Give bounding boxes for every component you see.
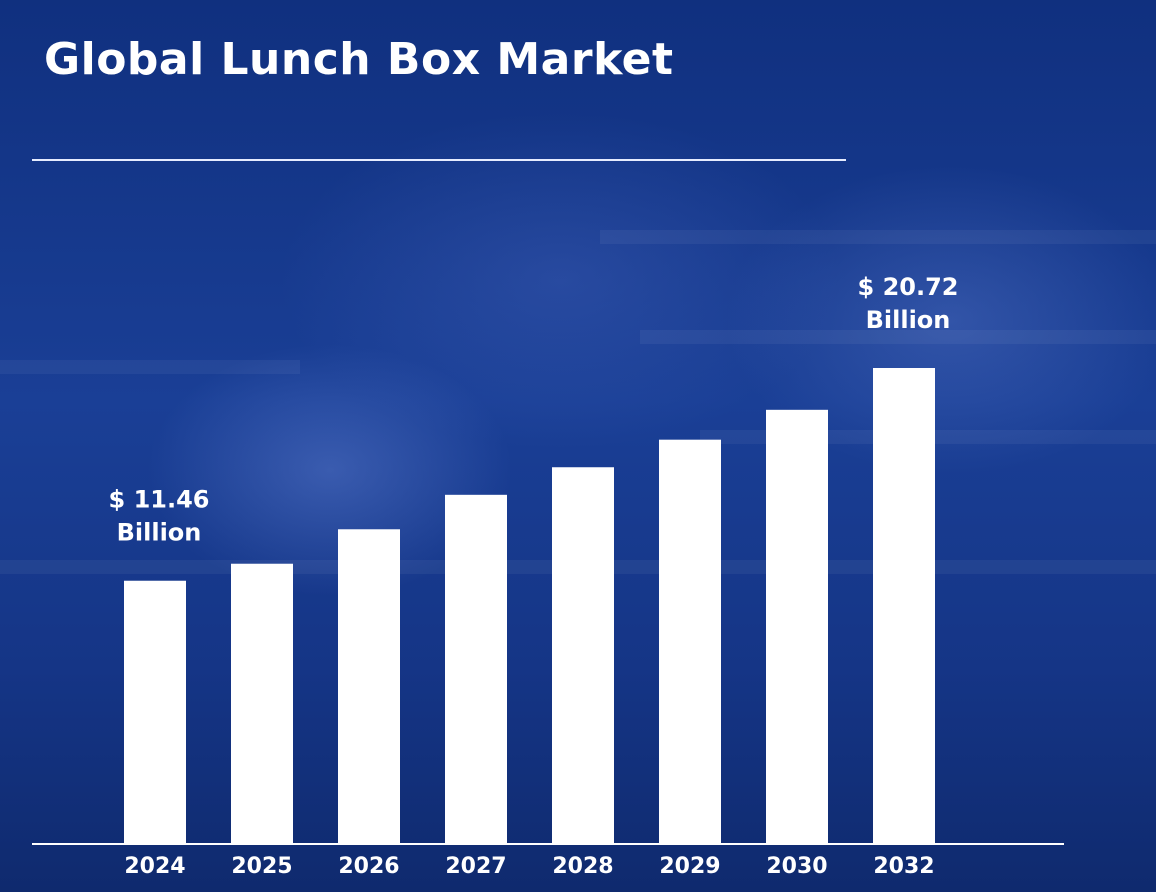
data-label: Billion [866,306,951,334]
x-tick-label: 2032 [873,854,934,879]
x-tick-label: 2024 [124,854,185,879]
bar-2027 [445,494,507,844]
x-tick-label: 2029 [659,854,720,879]
x-tick-label: 2026 [338,854,399,879]
x-tick-label: 2030 [766,854,827,879]
bar-2029 [659,439,721,844]
bar-2025 [231,563,293,844]
bar-2026 [338,529,400,844]
x-tick-label: 2027 [445,854,506,879]
bar-2024 [124,580,186,844]
bar-2030 [766,409,828,844]
title-divider [32,159,846,161]
x-tick-label: 2025 [231,854,292,879]
bar-2028 [552,467,614,844]
background-shelf [640,330,1156,344]
data-label: Billion [117,519,202,547]
x-tick-label: 2028 [552,854,613,879]
background-shelf [600,230,1156,244]
data-label: $ 20.72 [858,273,959,301]
data-label: $ 11.46 [109,486,210,514]
background-shelf [0,360,300,374]
page-title: Global Lunch Box Market [44,34,674,85]
bar-2032 [873,368,935,844]
